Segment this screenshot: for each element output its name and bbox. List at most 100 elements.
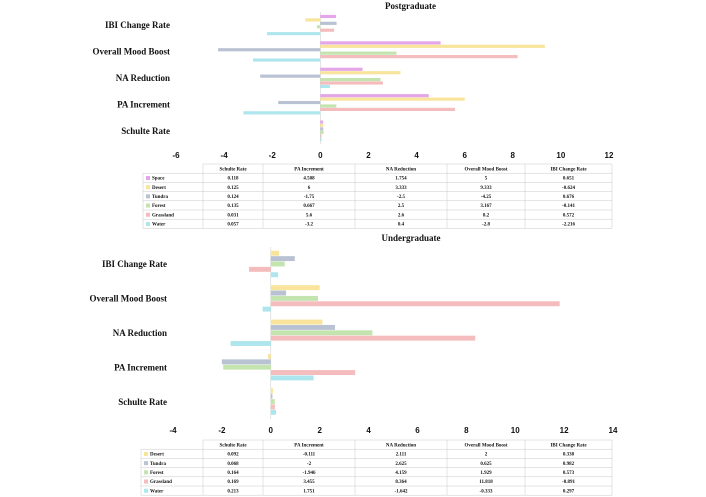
bar-water <box>252 58 321 62</box>
x-tick-label: 0 <box>318 151 323 160</box>
bar-water <box>270 409 276 415</box>
table-cell: -0.333 <box>480 489 493 494</box>
x-tick-label: 0 <box>269 426 274 435</box>
table-cell: 0.124 <box>227 195 239 200</box>
category-label: Schulte Rate <box>121 126 170 136</box>
x-tick-label: 2 <box>317 426 322 435</box>
table-header: Overall Mood Boost <box>464 443 507 448</box>
legend-label: Tundra <box>150 462 166 467</box>
legend-label: Water <box>150 489 164 494</box>
x-tick-label: 4 <box>366 426 371 435</box>
bar-space <box>320 14 336 19</box>
bar-desert <box>305 18 321 22</box>
category-label: PA Increment <box>114 362 167 372</box>
table-header: NA Reduction <box>386 443 416 448</box>
bar-desert <box>320 97 465 101</box>
bar-forest <box>320 51 397 55</box>
x-tick-label: -4 <box>221 151 229 160</box>
bar-desert <box>270 250 280 256</box>
bar-tundra <box>320 127 324 131</box>
data-table: Schulte Rate PA Increment NA Reduction Over… <box>142 163 613 229</box>
x-tick-label: -6 <box>172 151 180 160</box>
table-cell: 0.297 <box>563 489 575 494</box>
category-label: IBI Change Rate <box>102 259 167 269</box>
table-cell: 0.625 <box>480 462 492 467</box>
table-cell: 2.625 <box>395 462 407 467</box>
bar-tundra <box>218 48 321 52</box>
x-tick-label: 2 <box>366 151 371 160</box>
bar-grassland <box>320 107 456 111</box>
table-cell: 2 <box>485 453 488 458</box>
legend-swatch <box>146 212 150 217</box>
bar-forest <box>320 130 324 134</box>
legend-label: Desert <box>152 186 166 191</box>
bar-water <box>267 32 321 36</box>
table-header: NA Reduction <box>386 167 416 172</box>
bar-forest <box>223 364 271 370</box>
table-cell: 0.651 <box>563 177 575 182</box>
category-label: Overall Mood Boost <box>90 294 168 304</box>
bar-desert <box>320 123 324 128</box>
x-tick-label: -2 <box>269 151 277 160</box>
x-tick-label: 8 <box>511 151 516 160</box>
legend-swatch <box>144 470 148 475</box>
bar-grassland <box>320 28 335 32</box>
legend-swatch <box>146 175 150 180</box>
table-cell: 8.2 <box>483 213 490 218</box>
bar-forest <box>270 261 285 267</box>
bar-space <box>320 67 363 71</box>
table-cell: -1.642 <box>395 489 408 494</box>
legend-swatch <box>146 203 150 208</box>
x-tick-label: 10 <box>511 426 520 435</box>
category-label: IBI Change Rate <box>105 20 170 30</box>
legend-swatch <box>144 479 148 484</box>
table-cell: -1.75 <box>304 195 315 200</box>
bar-water <box>243 111 321 115</box>
table-cell: 0.982 <box>563 462 575 467</box>
x-tick-label: 10 <box>556 151 565 160</box>
table-cell: 2.6 <box>398 213 405 218</box>
table-cell: -0.111 <box>303 453 316 458</box>
bar-forest <box>316 25 321 29</box>
legend-label: Forest <box>152 204 166 209</box>
table-cell: 3.455 <box>303 480 315 485</box>
category-label: NA Reduction <box>113 328 167 338</box>
legend-swatch <box>144 488 148 493</box>
table-cell: 0.068 <box>227 462 239 467</box>
legend-swatch <box>144 461 148 466</box>
table-cell: 0.057 <box>227 223 239 228</box>
bar-grassland <box>320 55 518 59</box>
x-tick-label: 4 <box>414 151 419 160</box>
x-tick-label: 12 <box>560 426 569 435</box>
category-label: NA Reduction <box>116 73 170 83</box>
bar-grassland <box>320 81 383 85</box>
table-cell: 1.751 <box>303 489 315 494</box>
bar-space <box>320 120 324 124</box>
table-header: Overall Mood Boost <box>464 167 507 172</box>
category-label: PA Increment <box>117 99 170 109</box>
table-cell: -0.891 <box>562 480 575 485</box>
bar-tundra <box>278 100 321 105</box>
table-cell: 0.092 <box>227 453 239 458</box>
table-cell: 2.111 <box>396 453 407 458</box>
legend-label: Desert <box>150 453 164 458</box>
x-tick-label: 8 <box>464 426 469 435</box>
bar-desert <box>320 44 545 48</box>
table-cell: 8.364 <box>395 480 407 485</box>
bar-grassland <box>270 370 356 376</box>
table-cell: 9.333 <box>480 186 492 191</box>
table-cell: -4.25 <box>481 195 492 200</box>
table-cell: 5.6 <box>306 213 313 218</box>
table-cell: 0.169 <box>227 480 239 485</box>
bar-water <box>320 137 322 141</box>
bar-water <box>230 341 271 346</box>
bar-space <box>320 41 441 45</box>
table-cell: 0.031 <box>227 213 239 218</box>
table-cell: 0.573 <box>563 471 575 476</box>
table-cell: -2.5 <box>397 195 405 200</box>
chart-title: Postgraduate <box>385 1 436 11</box>
table-cell: 0.125 <box>227 186 239 191</box>
table-cell: 0.667 <box>303 204 315 209</box>
bar-tundra <box>320 21 337 25</box>
